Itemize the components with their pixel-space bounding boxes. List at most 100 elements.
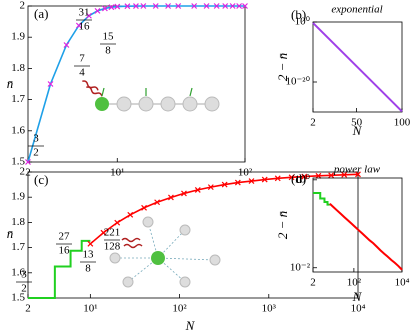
data-point xyxy=(108,4,115,11)
data-point xyxy=(101,5,108,12)
x-tick-label: 50 xyxy=(351,117,363,129)
data-point xyxy=(25,159,31,165)
fraction-numerator: 7 xyxy=(79,53,85,65)
fraction-denominator: 8 xyxy=(105,45,111,57)
data-point xyxy=(236,3,243,9)
plot-frame xyxy=(312,21,403,113)
data-point xyxy=(234,179,241,186)
data-point xyxy=(75,22,82,29)
fraction-denominator: 4 xyxy=(79,67,85,79)
data-point xyxy=(242,3,248,9)
panel-label: (b) xyxy=(291,7,306,22)
data-point xyxy=(165,3,172,9)
data-point xyxy=(274,175,281,182)
data-point xyxy=(261,176,268,183)
x-tick-label: 10² xyxy=(238,167,253,179)
fraction-numerator: 13 xyxy=(83,249,95,261)
y-tick-label: 1.8 xyxy=(11,62,25,74)
x-axis-label: N xyxy=(352,123,363,138)
data-point xyxy=(140,3,147,9)
data-point xyxy=(222,3,229,9)
y-tick-label: 10⁻² xyxy=(290,261,311,273)
data-point xyxy=(229,3,236,9)
x-axis-label: N xyxy=(185,318,196,333)
y-tick-label: 1.7 xyxy=(11,93,25,105)
data-point xyxy=(152,3,159,9)
y-tick-label: 10⁰ xyxy=(295,173,311,185)
data-point xyxy=(248,178,255,184)
fraction-numerator: 221 xyxy=(104,227,121,239)
data-point xyxy=(124,3,131,10)
data-point xyxy=(315,172,322,179)
y-tick-label: 1.5 xyxy=(11,156,25,168)
x-tick-label: 2 xyxy=(25,303,31,315)
data-point xyxy=(301,173,308,180)
y-tick-label: 10⁻²⁰ xyxy=(285,76,310,88)
y-axis-label: n̄ xyxy=(7,226,14,241)
panel-label: (c) xyxy=(34,172,48,187)
x-tick-label: 100 xyxy=(394,117,411,129)
data-line xyxy=(313,192,330,206)
y-axis-label: 2 − n̄ xyxy=(275,53,290,81)
fraction-denominator: 16 xyxy=(59,245,71,257)
x-tick-label: 10² xyxy=(172,303,187,315)
data-point xyxy=(328,172,335,179)
plot-frame xyxy=(27,171,359,299)
data-point xyxy=(141,204,147,211)
y-tick-label: 1.8 xyxy=(11,216,25,228)
y-tick-label: 1.5 xyxy=(11,292,25,304)
data-point xyxy=(207,184,214,191)
fraction-numerator: 31 xyxy=(79,7,90,19)
data-point xyxy=(175,3,182,9)
data-point xyxy=(47,81,54,87)
data-point xyxy=(94,7,101,14)
data-line xyxy=(312,22,403,113)
data-point xyxy=(133,3,139,9)
data-point xyxy=(114,3,121,10)
data-point xyxy=(127,211,134,218)
data-point xyxy=(288,174,295,181)
data-point xyxy=(203,3,210,9)
panel-label: (a) xyxy=(34,6,48,21)
data-line xyxy=(27,5,245,163)
data-point xyxy=(86,12,92,19)
y-tick-label: 1.6 xyxy=(11,124,25,136)
panel-title: power law xyxy=(333,164,381,176)
x-tick-label: 10⁴ xyxy=(351,303,366,315)
y-tick-label: 1.6 xyxy=(11,266,25,278)
x-tick-label: 2 xyxy=(310,277,316,289)
y-tick-label: 1.9 xyxy=(11,191,25,203)
plot-frame xyxy=(312,177,403,273)
fraction-numerator: 27 xyxy=(59,231,71,243)
y-axis-label: 2 − n̄ xyxy=(275,211,290,239)
y-tick-label: 1.7 xyxy=(11,241,25,253)
panel-label: (d) xyxy=(291,171,306,186)
x-tick-label: 10¹ xyxy=(110,167,124,179)
data-point xyxy=(213,3,220,9)
y-tick-label: 1.9 xyxy=(11,31,25,43)
y-tick-label: 2 xyxy=(20,0,26,12)
fraction-numerator: 3 xyxy=(33,133,39,145)
x-tick-label: 10² xyxy=(347,277,362,289)
fraction-numerator: 15 xyxy=(103,31,115,43)
fraction-denominator: 8 xyxy=(85,263,91,275)
data-point xyxy=(154,199,161,206)
data-point xyxy=(87,240,94,247)
x-tick-label: 10³ xyxy=(262,303,277,315)
y-axis-label: n̄ xyxy=(7,76,14,91)
fraction-denominator: 16 xyxy=(79,21,91,33)
y-tick-label: 10⁰ xyxy=(295,16,311,28)
x-axis-label: N xyxy=(352,289,363,304)
x-tick-label: 2 xyxy=(310,117,316,129)
data-point xyxy=(221,181,228,188)
spin-chain-illustration xyxy=(82,80,220,112)
data-point xyxy=(194,186,201,193)
spin-star-illustration xyxy=(109,216,221,288)
data-point xyxy=(114,219,121,226)
fraction-numerator: 3 xyxy=(21,269,27,281)
data-line xyxy=(329,203,403,271)
x-tick-label: 10⁴ xyxy=(395,277,410,289)
data-point xyxy=(181,190,187,197)
data-point xyxy=(191,3,198,9)
